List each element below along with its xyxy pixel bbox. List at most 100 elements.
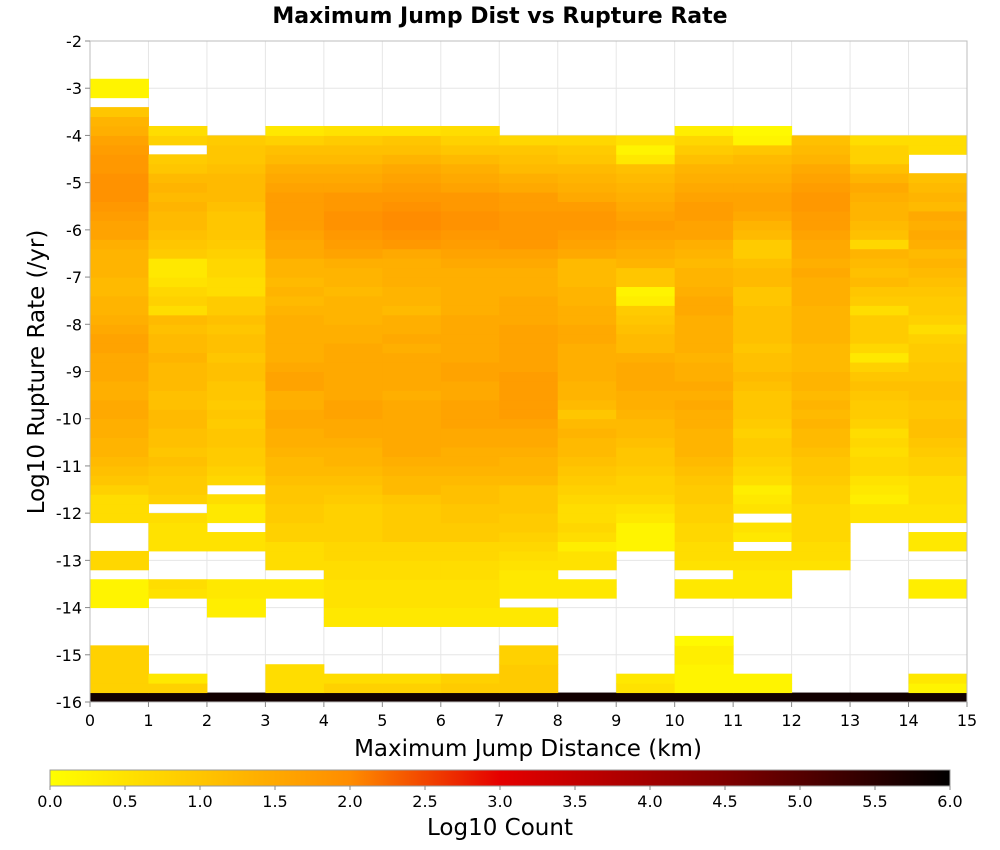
heatmap-cell [90, 173, 149, 184]
heatmap-cell [148, 220, 208, 231]
heatmap-cell [148, 135, 208, 146]
heatmap-cell [323, 541, 383, 552]
heatmap-cell [908, 295, 968, 306]
heatmap-cell [323, 588, 383, 599]
heatmap-cell [323, 484, 383, 495]
heatmap-cell [499, 267, 559, 278]
heatmap-cell [206, 494, 266, 505]
heatmap-cell [674, 305, 734, 316]
heatmap-cell [440, 475, 500, 486]
heatmap-cell [616, 683, 676, 694]
heatmap-cell [206, 333, 266, 344]
heatmap-cell [791, 513, 851, 524]
heatmap-cell [616, 295, 676, 306]
heatmap-cell [265, 513, 325, 524]
x-tick-label: 6 [436, 711, 446, 730]
heatmap-cell [850, 286, 910, 297]
heatmap-cell [440, 173, 500, 184]
heatmap-cell [674, 144, 734, 155]
heatmap-cell [90, 144, 149, 155]
heatmap-cell [791, 295, 851, 306]
heatmap-cell [206, 437, 266, 448]
heatmap-cell [674, 673, 734, 684]
heatmap-cell [90, 154, 149, 165]
heatmap-cell [499, 465, 559, 476]
heatmap-cell [850, 248, 910, 259]
heatmap-cell [733, 343, 793, 354]
heatmap-cell [90, 258, 149, 269]
heatmap-cell [148, 173, 208, 184]
y-axis-ticks: -2 -3 -4 -5 -6 -7 -8 -9 -10 -11 -12 -13 -14 -15 -16 [56, 32, 90, 712]
heatmap-cell [499, 343, 559, 354]
heatmap-cell [499, 333, 559, 344]
heatmap-cell [733, 163, 793, 174]
heatmap-cell [674, 541, 734, 552]
heatmap-cell [382, 550, 442, 561]
heatmap-cell [148, 692, 208, 703]
heatmap-cell [90, 78, 149, 89]
heatmap-cell [499, 654, 559, 665]
heatmap-cell [674, 352, 734, 363]
heatmap-cell [733, 522, 793, 533]
heatmap-cell [440, 248, 500, 259]
heatmap-cell [265, 192, 325, 203]
heatmap-cell [206, 362, 266, 372]
heatmap-cell [323, 314, 383, 325]
heatmap-cell [148, 267, 208, 278]
heatmap-cell [265, 465, 325, 476]
x-tick-label: 9 [611, 711, 621, 730]
heatmap-cell [148, 579, 208, 590]
heatmap-cell [265, 277, 325, 288]
heatmap-cell [850, 418, 910, 429]
heatmap-cell [90, 192, 149, 203]
heatmap-cell [674, 210, 734, 221]
heatmap-cell [323, 522, 383, 533]
heatmap-cell [148, 428, 208, 439]
heatmap-cell [440, 513, 500, 524]
heatmap-cell [382, 598, 442, 609]
heatmap-cell [265, 409, 325, 420]
heatmap-cell [850, 173, 910, 184]
heatmap-cell [265, 371, 325, 382]
heatmap-cell [616, 163, 676, 174]
heatmap-cell [382, 456, 442, 467]
heatmap-cell [499, 371, 559, 382]
heatmap-cell [382, 314, 442, 325]
heatmap-cell [733, 428, 793, 439]
heatmap-cell [206, 229, 266, 240]
heatmap-cell [674, 201, 734, 212]
heatmap-cell [850, 220, 910, 231]
heatmap-cell [148, 333, 208, 344]
heatmap-cell [382, 277, 442, 288]
heatmap-cell [382, 182, 442, 193]
heatmap-cell [850, 390, 910, 401]
heatmap-cell [90, 333, 149, 344]
heatmap-cell [674, 683, 734, 694]
heatmap-cell [265, 399, 325, 410]
heatmap-cell [674, 692, 734, 703]
heatmap-cell [323, 295, 383, 306]
heatmap-cell [206, 248, 266, 259]
heatmap-cell [440, 560, 500, 571]
heatmap-cell [265, 144, 325, 155]
heatmap-cell [206, 380, 266, 391]
heatmap-cell [265, 692, 325, 703]
colorbar-tick-label: 4.0 [637, 792, 662, 811]
heatmap-cell [382, 305, 442, 316]
heatmap-cell [791, 456, 851, 467]
heatmap-cell [850, 277, 910, 288]
x-tick-label: 4 [319, 711, 329, 730]
heatmap-cell [499, 437, 559, 448]
heatmap-cell [90, 380, 149, 391]
heatmap-cell [674, 484, 734, 495]
heatmap-cell [733, 560, 793, 571]
heatmap-cell [499, 683, 559, 694]
heatmap-cell [206, 475, 266, 486]
heatmap-cell [382, 673, 442, 684]
heatmap-cell [265, 503, 325, 514]
heatmap-cell [791, 267, 851, 278]
heatmap-cell [90, 248, 149, 259]
heatmap-cell [616, 286, 676, 297]
heatmap-cell [850, 456, 910, 467]
heatmap-cell [557, 371, 617, 382]
